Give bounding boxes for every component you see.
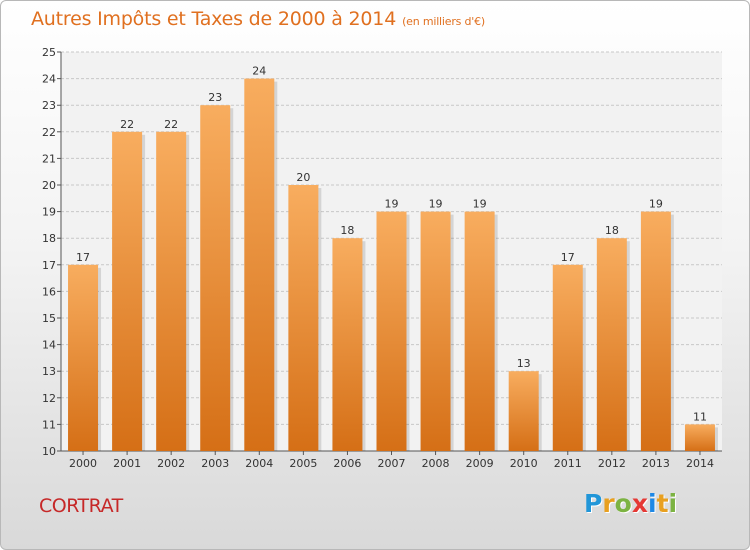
bar xyxy=(552,264,583,451)
chart-title-unit: (en milliers d'€) xyxy=(402,15,485,28)
bar xyxy=(640,211,671,451)
bar xyxy=(332,238,363,451)
data-label: 19 xyxy=(385,198,399,211)
data-label: 18 xyxy=(340,224,354,237)
place-name: CORTRAT xyxy=(39,495,123,517)
data-label: 19 xyxy=(473,198,487,211)
bar xyxy=(112,131,143,452)
x-tick-label: 2004 xyxy=(245,457,273,470)
logo-letter: P xyxy=(584,489,603,518)
bar xyxy=(420,211,451,451)
y-tick-label: 24 xyxy=(42,73,56,86)
y-tick-label: 23 xyxy=(42,99,56,112)
bar xyxy=(508,371,539,451)
x-tick-label: 2008 xyxy=(422,457,450,470)
y-tick-label: 18 xyxy=(42,232,56,245)
y-tick-label: 15 xyxy=(42,312,56,325)
data-label: 18 xyxy=(605,224,619,237)
x-tick-label: 2012 xyxy=(598,457,626,470)
data-label: 20 xyxy=(296,171,310,184)
bar xyxy=(156,131,187,452)
data-label: 24 xyxy=(252,65,266,78)
x-tick-label: 2014 xyxy=(686,457,714,470)
x-tick-label: 2011 xyxy=(554,457,582,470)
x-tick-label: 2006 xyxy=(333,457,361,470)
y-tick-label: 16 xyxy=(42,285,56,298)
data-label: 17 xyxy=(561,251,575,264)
bar xyxy=(288,185,319,451)
bar xyxy=(376,211,407,451)
y-tick-label: 13 xyxy=(42,365,56,378)
y-tick-label: 25 xyxy=(42,46,56,59)
x-tick-label: 2007 xyxy=(378,457,406,470)
y-tick-label: 21 xyxy=(42,152,56,165)
y-tick-label: 17 xyxy=(42,259,56,272)
logo-letter: t xyxy=(656,489,669,518)
y-tick-label: 10 xyxy=(42,445,56,458)
x-tick-label: 2002 xyxy=(157,457,185,470)
x-tick-label: 2010 xyxy=(510,457,538,470)
data-label: 11 xyxy=(693,410,707,423)
y-tick-label: 19 xyxy=(42,206,56,219)
x-tick-label: 2003 xyxy=(201,457,229,470)
x-tick-label: 2009 xyxy=(466,457,494,470)
logo-letter: i xyxy=(668,489,678,518)
data-label: 19 xyxy=(429,198,443,211)
x-tick-label: 2001 xyxy=(113,457,141,470)
logo-letter: r xyxy=(602,489,615,518)
x-tick-label: 2000 xyxy=(69,457,97,470)
data-label: 22 xyxy=(164,118,178,131)
y-tick-label: 12 xyxy=(42,392,56,405)
bar xyxy=(684,424,715,451)
y-tick-label: 11 xyxy=(42,418,56,431)
bar xyxy=(68,264,99,451)
x-tick-label: 2005 xyxy=(289,457,317,470)
bar xyxy=(200,105,231,451)
logo-letter: x xyxy=(631,489,648,518)
chart-title-text: Autres Impôts et Taxes de 2000 à 2014 xyxy=(31,8,397,30)
chart-title: Autres Impôts et Taxes de 2000 à 2014 (en… xyxy=(31,8,485,30)
logo-letter: o xyxy=(614,489,632,518)
data-label: 23 xyxy=(208,91,222,104)
bar xyxy=(596,238,627,451)
bar xyxy=(244,78,275,451)
data-label: 22 xyxy=(120,118,134,131)
bar xyxy=(464,211,495,451)
y-tick-label: 14 xyxy=(42,339,56,352)
y-tick-label: 22 xyxy=(42,126,56,139)
data-label: 17 xyxy=(76,251,90,264)
logo-letter: i xyxy=(648,489,657,518)
x-tick-label: 2013 xyxy=(642,457,670,470)
data-label: 19 xyxy=(649,198,663,211)
proxiti-logo: Proxiti xyxy=(584,489,677,518)
data-label: 13 xyxy=(517,357,531,370)
y-tick-label: 20 xyxy=(42,179,56,192)
